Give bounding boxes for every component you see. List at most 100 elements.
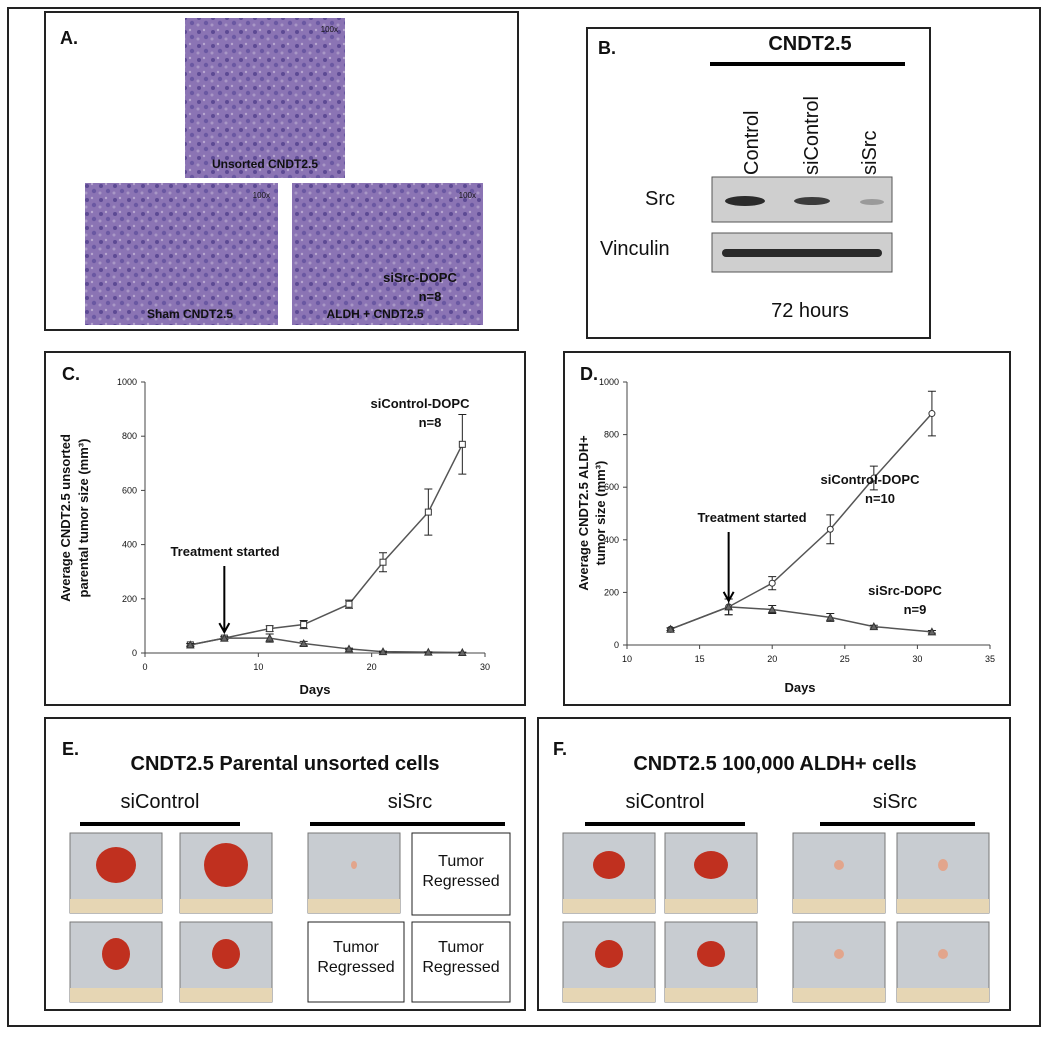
y-tick-label: 800 — [122, 431, 137, 441]
tumor — [593, 851, 625, 879]
histology-image — [85, 183, 278, 325]
ruler — [180, 899, 272, 913]
marker — [458, 440, 466, 448]
tumor — [834, 949, 844, 959]
marker — [767, 604, 777, 613]
lane-label: siSrc — [859, 131, 881, 175]
x-tick-label: 20 — [367, 662, 377, 672]
marker — [457, 647, 467, 656]
series-label: siControl-DOPC — [371, 396, 471, 411]
regressed-text: Tumor — [438, 853, 484, 870]
histology-image — [292, 183, 483, 325]
x-axis-label: Days — [299, 682, 330, 697]
series-label: siSrc-DOPC — [383, 270, 457, 285]
panel-letter: B. — [598, 38, 616, 58]
band — [722, 249, 882, 257]
marker — [266, 625, 274, 633]
y-axis-label: Average CNDT2.5 ALDH+ — [576, 435, 591, 591]
panel-d-frame — [563, 351, 1011, 706]
tumor — [697, 941, 725, 967]
marker — [219, 633, 229, 642]
x-tick-label: 35 — [985, 654, 995, 664]
regressed-text: Regressed — [422, 873, 499, 890]
series-line — [190, 637, 463, 654]
ruler — [70, 899, 162, 913]
y-axis-label: tumor size (mm³) — [593, 461, 608, 566]
panel-f-frame — [537, 717, 1011, 1011]
group-label: siControl — [626, 791, 705, 813]
marker — [928, 410, 936, 418]
regressed-text: Regressed — [422, 959, 499, 976]
marker — [826, 525, 834, 533]
marker — [345, 600, 353, 608]
x-tick-label: 20 — [767, 654, 777, 664]
regressed-text: Regressed — [317, 959, 394, 976]
ruler — [793, 899, 885, 913]
panel-letter: F. — [553, 739, 567, 759]
panel-e-frame — [44, 717, 526, 1011]
annotation-arrow — [218, 566, 231, 635]
row-label: Vinculin — [600, 238, 670, 260]
ruler — [897, 899, 989, 913]
magnification: 100x — [253, 191, 270, 200]
series-line — [670, 606, 932, 633]
ruler — [897, 988, 989, 1002]
ruler — [665, 899, 757, 913]
band — [860, 199, 884, 205]
y-tick-label: 200 — [604, 587, 619, 597]
group-label: siSrc — [388, 791, 432, 813]
annotation: Treatment started — [170, 544, 279, 559]
panel-c-frame — [44, 351, 526, 706]
tumor — [595, 940, 623, 968]
panel-a-frame — [44, 11, 519, 331]
x-axis-label: Days — [784, 680, 815, 695]
regressed-text: Tumor — [438, 939, 484, 956]
tumor — [938, 949, 948, 959]
ruler — [563, 988, 655, 1002]
regressed-text: Tumor — [333, 939, 379, 956]
series-n: n=9 — [904, 602, 927, 617]
ruler — [70, 988, 162, 1002]
ruler — [665, 988, 757, 1002]
series-label: siControl-DOPC — [821, 472, 921, 487]
marker — [300, 621, 308, 629]
series-n: n=8 — [419, 415, 442, 430]
x-tick-label: 10 — [622, 654, 632, 664]
ruler — [308, 899, 400, 913]
group-label: siControl — [121, 791, 200, 813]
y-tick-label: 1000 — [599, 377, 619, 387]
magnification: 100x — [321, 25, 338, 34]
y-tick-label: 600 — [122, 485, 137, 495]
ruler — [180, 988, 272, 1002]
marker — [185, 640, 195, 649]
panel-letter: C. — [62, 364, 80, 384]
row-label: Src — [645, 188, 675, 210]
y-axis-label: parental tumor size (mm³) — [76, 439, 91, 598]
panel-letter: D. — [580, 364, 598, 384]
marker — [379, 558, 387, 566]
blot-title: CNDT2.5 — [768, 33, 851, 55]
marker — [265, 633, 275, 642]
x-tick-label: 10 — [253, 662, 263, 672]
lane-label: siControl — [801, 96, 823, 175]
lane-label: Control — [741, 111, 763, 175]
magnification: 100x — [459, 191, 476, 200]
y-tick-label: 1000 — [117, 377, 137, 387]
x-tick-label: 25 — [840, 654, 850, 664]
marker — [344, 644, 354, 653]
panel-title: CNDT2.5 Parental unsorted cells — [131, 753, 440, 775]
marker — [378, 647, 388, 656]
series-label: siSrc-DOPC — [868, 583, 942, 598]
x-tick-label: 30 — [912, 654, 922, 664]
tumor — [212, 939, 240, 969]
y-tick-label: 0 — [614, 640, 619, 650]
marker — [423, 647, 433, 656]
blot-footer: 72 hours — [771, 300, 849, 322]
group-label: siSrc — [873, 791, 917, 813]
series-n: n=10 — [865, 491, 895, 506]
marker — [768, 579, 776, 587]
marker — [870, 474, 878, 482]
panel-b-frame — [586, 27, 931, 339]
marker — [869, 622, 879, 631]
